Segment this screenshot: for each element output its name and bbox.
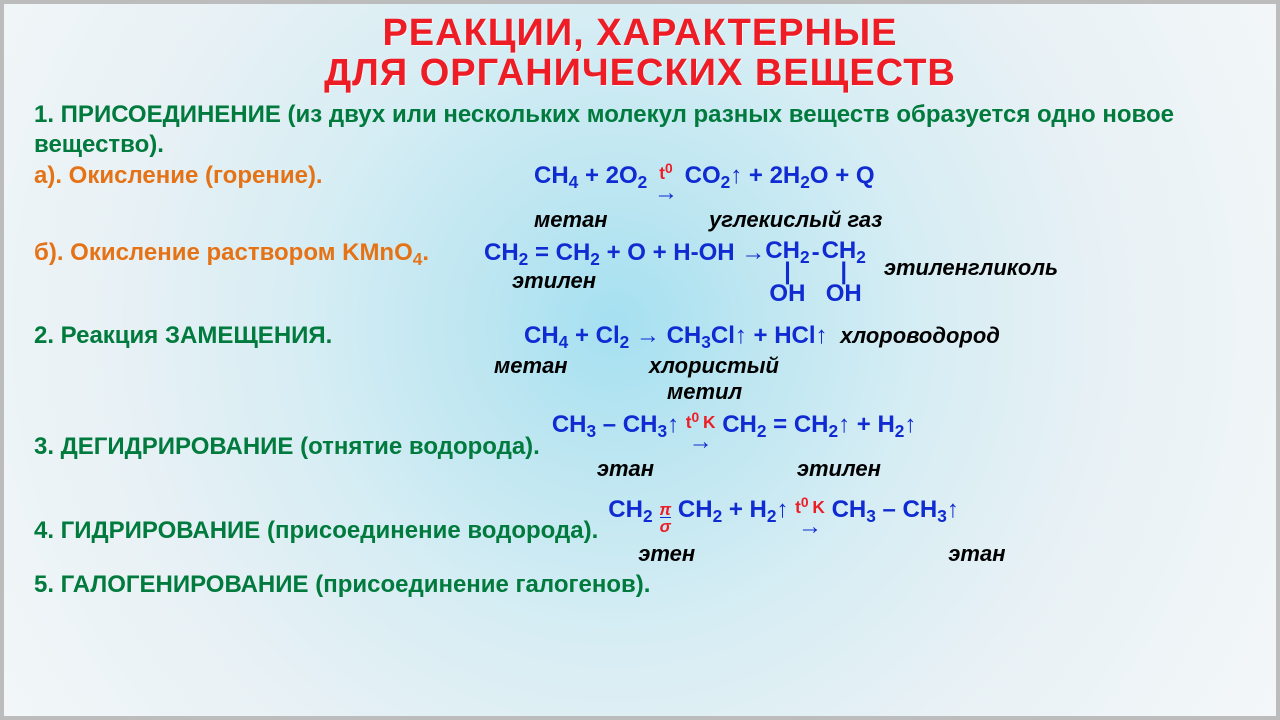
t: CH <box>832 496 867 523</box>
t: CH <box>534 162 569 189</box>
s2-annotations: метан хлористый метил <box>494 353 1000 405</box>
t: ↑ <box>904 411 916 438</box>
ann-ethane: этан <box>552 456 797 482</box>
t: ↑ <box>947 496 959 523</box>
s1a-label-text: а). Окисление (горение). <box>34 162 323 189</box>
s1a-annotations: метан углекислый газ <box>534 207 882 233</box>
t: ↑ <box>667 411 686 438</box>
t: CH <box>822 237 857 264</box>
ann-methane2: метан <box>494 353 649 405</box>
arrow-with-temp: t0 → <box>654 162 678 207</box>
t: + 2O <box>578 162 637 189</box>
arrow-with-tk-2: t0 K → <box>795 496 825 541</box>
s2-ann-col: хлористый метил <box>649 353 779 405</box>
t: 0 <box>692 409 704 425</box>
t: - <box>810 239 822 267</box>
t: CH <box>667 322 702 349</box>
s4-label-b: (присоединение водорода). <box>260 517 598 544</box>
t: Cl↑ + HCl↑ <box>711 322 828 349</box>
t: = CH <box>766 411 828 438</box>
s1a-label: а). Окисление (горение). <box>34 162 534 190</box>
arrow: → <box>654 179 678 207</box>
t: + H <box>722 496 767 523</box>
pi-sigma-frac: π σ <box>659 502 671 534</box>
t: ↑ + H <box>838 411 895 438</box>
section-1a: а). Окисление (горение). CH4 + 2O2 t0 → … <box>34 162 1246 233</box>
s2-label-text: 2. Реакция ЗАМЕЩЕНИЯ. <box>34 322 332 349</box>
s4-equation: CH2 π σ CH2 + H2↑ t0 K → CH3 – CH3↑ <box>608 496 1005 541</box>
section-1-header: 1. ПРИСОЕДИНЕНИЕ (из двух или нескольких… <box>34 100 1246 160</box>
s4-label-a: 4. ГИДРИРОВАНИЕ <box>34 517 260 544</box>
t: CH <box>552 411 587 438</box>
t: + O + H-OH → <box>600 239 765 266</box>
s3-eq-block: CH3 – CH3↑ t0 K → CH2 = CH2↑ + H2↑ этан … <box>552 411 917 482</box>
t: π <box>659 502 671 517</box>
arrow: → <box>798 513 822 541</box>
ann-ethylene: этилен <box>512 268 1058 294</box>
ann-ethene: этен <box>608 541 948 567</box>
t: σ <box>660 517 671 534</box>
s1a-equation: CH4 + 2O2 t0 → CO2↑ + 2H2O + Q <box>534 162 882 207</box>
s1b-label-text: б). Окисление раствором KMnO <box>34 239 413 266</box>
t: 0 <box>665 160 673 176</box>
t: 0 <box>801 494 813 510</box>
s3-label-b: (отнятие водорода). <box>293 433 539 460</box>
section-2: 2. Реакция ЗАМЕЩЕНИЯ. CH4 + Cl2 → CH3Cl↑… <box>34 322 1246 405</box>
ann-chloromethyl-a: хлористый <box>649 353 779 379</box>
t: O + Q <box>810 162 875 189</box>
s2-eq-block: CH4 + Cl2 → CH3Cl↑ + HCl↑ хлороводород м… <box>524 322 1000 405</box>
ann-methane: метан <box>534 207 709 233</box>
t: ↑ <box>776 496 795 523</box>
t: CO <box>685 162 721 189</box>
arrow-with-tk: t0 K → <box>686 411 716 456</box>
t: → <box>629 322 666 349</box>
t: CH <box>678 496 713 523</box>
t: – CH <box>876 496 937 523</box>
t: . <box>422 239 429 266</box>
s5-label-a: 5. ГАЛОГЕНИРОВАНИЕ <box>34 571 309 598</box>
title-line-2: ДЛЯ ОРГАНИЧЕСКИХ ВЕЩЕСТВ <box>324 52 956 94</box>
s5-label-b: (присоединение галогенов). <box>309 571 651 598</box>
s1b-eq-block: CH2 = CH2 + O + H-OH → CH2 | OH - CH2 | … <box>484 239 1058 295</box>
ann-co2: углекислый газ <box>709 207 882 233</box>
section-1b: б). Окисление раствором KMnO4. CH2 = CH2… <box>34 239 1246 295</box>
ann-hcl: хлороводород <box>840 323 1000 348</box>
t: CH <box>722 411 757 438</box>
s4-eq-block: CH2 π σ CH2 + H2↑ t0 K → CH3 – CH3↑ этен… <box>608 496 1005 567</box>
slide-frame: РЕАКЦИИ, ХАРАКТЕРНЫЕ ДЛЯ ОРГАНИЧЕСКИХ ВЕ… <box>0 0 1280 720</box>
title-line-1: РЕАКЦИИ, ХАРАКТЕРНЫЕ <box>382 12 897 54</box>
s4-label: 4. ГИДРИРОВАНИЕ (присоединение водорода)… <box>34 517 608 545</box>
arrow: → <box>689 428 713 456</box>
t: + Cl <box>568 322 619 349</box>
s2-label: 2. Реакция ЗАМЕЩЕНИЯ. <box>34 322 524 350</box>
t: ↑ + 2H <box>730 162 800 189</box>
s1-head-a: 1. ПРИСОЕДИНЕНИЕ <box>34 101 281 128</box>
s1b-label: б). Окисление раствором KMnO4. <box>34 239 484 270</box>
t: CH <box>765 237 800 264</box>
s3-equation: CH3 – CH3↑ t0 K → CH2 = CH2↑ + H2↑ <box>552 411 917 456</box>
t: CH <box>484 239 519 266</box>
section-5: 5. ГАЛОГЕНИРОВАНИЕ (присоединение галоге… <box>34 571 1246 599</box>
ann-chloromethyl-b: метил <box>667 379 779 405</box>
t: CH <box>608 496 643 523</box>
s4-annotations: этен этан <box>608 541 1005 567</box>
slide-title: РЕАКЦИИ, ХАРАКТЕРНЫЕ ДЛЯ ОРГАНИЧЕСКИХ ВЕ… <box>34 14 1246 94</box>
t: = CH <box>528 239 590 266</box>
ann-ethane2: этан <box>948 541 1005 567</box>
s1a-eq-block: CH4 + 2O2 t0 → CO2↑ + 2H2O + Q метан угл… <box>534 162 882 233</box>
section-4: 4. ГИДРИРОВАНИЕ (присоединение водорода)… <box>34 496 1246 567</box>
s3-label: 3. ДЕГИДРИРОВАНИЕ (отнятие водорода). <box>34 433 552 461</box>
s3-label-a: 3. ДЕГИДРИРОВАНИЕ <box>34 433 293 460</box>
s1b-left: CH2 = CH2 + O + H-OH → <box>484 239 765 270</box>
ann-ethylene2: этилен <box>797 456 881 482</box>
s3-annotations: этан этилен <box>552 456 917 482</box>
t: – CH <box>596 411 657 438</box>
section-3: 3. ДЕГИДРИРОВАНИЕ (отнятие водорода). CH… <box>34 411 1246 482</box>
t: CH <box>524 322 559 349</box>
s2-equation: CH4 + Cl2 → CH3Cl↑ + HCl↑ хлороводород <box>524 322 1000 353</box>
